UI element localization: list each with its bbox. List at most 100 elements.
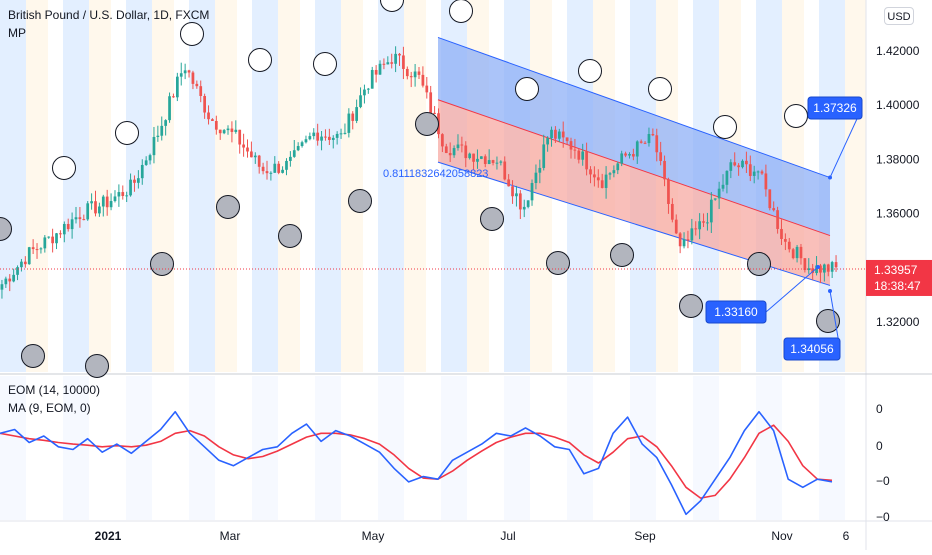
candle-body xyxy=(522,206,526,210)
candle-body xyxy=(4,278,8,285)
candle-body xyxy=(320,136,323,141)
time-axis: 2021 Mar May Jul Sep Nov 6 xyxy=(95,529,850,543)
white-circle-marker xyxy=(380,0,404,12)
eom-legend-label: EOM (14, 10000) xyxy=(8,383,101,397)
label-133160: 1.33160 xyxy=(714,305,758,319)
currency-button[interactable]: USD xyxy=(884,7,914,25)
candle-body xyxy=(511,186,514,197)
price-axis: 1.320001.340001.360001.380001.400001.420… xyxy=(876,44,920,329)
band-blue-ind xyxy=(756,376,782,520)
candle-body xyxy=(331,137,335,140)
candle-body xyxy=(694,228,698,230)
candle-body xyxy=(175,76,179,98)
candle-body xyxy=(737,165,740,168)
candle-body xyxy=(616,163,620,171)
channel-lower-zone xyxy=(438,99,830,286)
candle-body xyxy=(90,201,93,204)
band-cream xyxy=(215,0,237,372)
candle-body xyxy=(670,203,674,220)
candle-body xyxy=(203,96,206,113)
white-circle-marker xyxy=(180,22,204,46)
candle-body xyxy=(12,274,16,282)
candle-body xyxy=(593,174,596,178)
candle-body xyxy=(31,247,35,250)
candle-body xyxy=(156,135,160,137)
grey-circle-marker xyxy=(415,112,439,136)
band-cream xyxy=(845,0,867,372)
candle-body xyxy=(269,172,273,174)
candle-body xyxy=(133,179,136,183)
candle-body xyxy=(261,166,265,172)
candle-body xyxy=(70,219,74,230)
label-137326-box xyxy=(807,96,863,120)
candle-body xyxy=(795,246,799,259)
band-blue-ind xyxy=(819,376,845,520)
label-134056-anchor xyxy=(828,289,832,293)
candle-body xyxy=(222,130,226,134)
candle-body xyxy=(351,113,355,121)
channel-mid-line xyxy=(437,99,831,237)
candle-body xyxy=(148,155,152,161)
candle-body xyxy=(655,135,659,153)
candle-body xyxy=(822,264,826,273)
white-circle-marker xyxy=(248,48,272,72)
price-tick-label: 1.40000 xyxy=(876,98,920,112)
candle-body xyxy=(635,141,639,157)
candle-body xyxy=(608,173,612,175)
candle-body xyxy=(62,223,66,235)
grey-circle-marker xyxy=(85,354,109,378)
candle-body xyxy=(113,196,117,202)
candle-body xyxy=(382,63,386,65)
candle-body xyxy=(745,160,748,165)
grey-circle-marker xyxy=(747,252,771,276)
candle-body xyxy=(733,162,737,166)
candle-body xyxy=(647,133,651,144)
band-blue-ind xyxy=(441,376,467,520)
band-blue-ind xyxy=(504,376,530,520)
candle-body xyxy=(495,162,499,164)
candle-body xyxy=(686,239,690,241)
candle-body xyxy=(518,193,522,210)
candle-body xyxy=(390,62,394,64)
candle-body xyxy=(628,154,631,156)
grey-circle-marker xyxy=(21,344,45,368)
candle-body xyxy=(589,169,592,175)
candle-body xyxy=(429,92,433,113)
candle-body xyxy=(109,201,113,208)
candle-body xyxy=(811,268,815,274)
candle-body xyxy=(612,170,616,174)
indicator-tick-label: 0 xyxy=(876,402,883,416)
candle-body xyxy=(335,133,339,138)
band-blue-ind xyxy=(378,376,404,520)
candle-body xyxy=(0,284,4,290)
label-134056: 1.34056 xyxy=(790,342,834,356)
countdown-timer: 18:38:47 xyxy=(874,279,921,293)
band-cream xyxy=(152,0,174,372)
white-circle-marker xyxy=(713,115,737,139)
indicator-tick-label: 0 xyxy=(876,439,883,453)
candle-body xyxy=(16,267,19,275)
candle-body xyxy=(183,70,187,74)
candle-body xyxy=(557,131,561,139)
candle-body xyxy=(137,178,140,183)
candle-body xyxy=(402,55,405,69)
candle-body xyxy=(242,144,245,148)
candle-body xyxy=(581,151,585,160)
candle-body xyxy=(253,155,257,158)
candle-body xyxy=(487,160,491,165)
candle-body xyxy=(472,153,475,162)
candle-body xyxy=(756,171,760,173)
candle-body xyxy=(632,154,635,157)
candle-body xyxy=(304,139,308,143)
candle-body xyxy=(47,236,51,238)
white-circle-marker xyxy=(784,104,808,128)
band-cream xyxy=(278,0,300,372)
price-tick-label: 1.38000 xyxy=(876,152,920,166)
band-blue xyxy=(0,0,26,372)
candle-body xyxy=(807,268,811,271)
candle-body xyxy=(752,171,756,176)
candle-body xyxy=(674,219,678,234)
candle-body xyxy=(464,145,468,159)
